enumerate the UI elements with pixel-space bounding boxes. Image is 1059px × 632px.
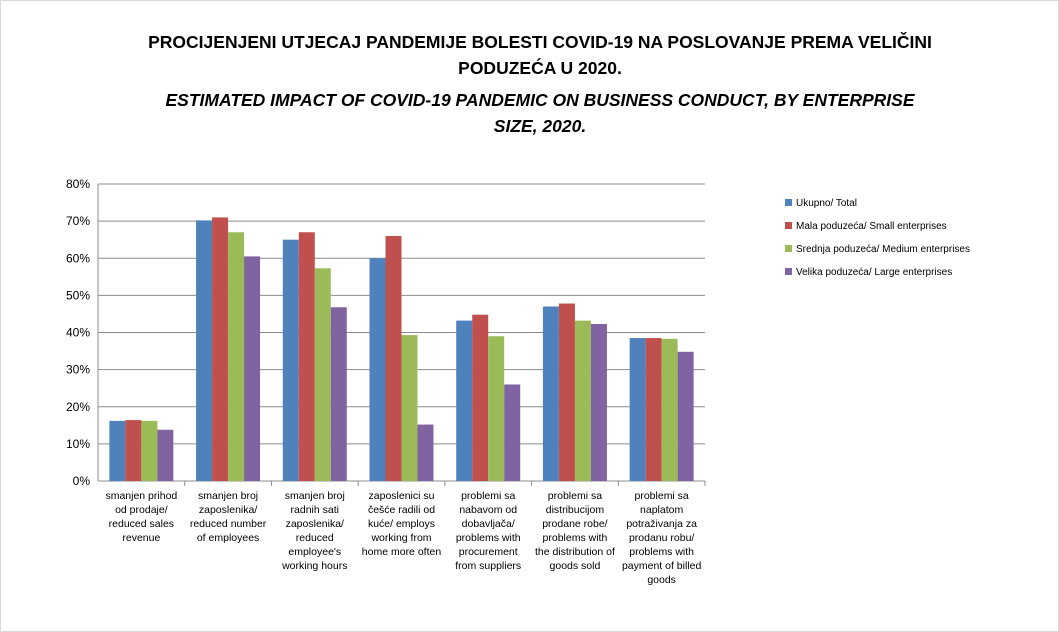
text-line: naplatom	[640, 504, 683, 516]
bar	[244, 256, 261, 481]
text-line: problemi sa	[548, 490, 602, 502]
bar	[314, 268, 331, 481]
bar	[228, 232, 245, 481]
bar	[574, 320, 591, 481]
bar	[282, 239, 299, 481]
bar	[456, 320, 473, 481]
bar	[298, 232, 315, 481]
text-line: PROCIJENJENI UTJECAJ PANDEMIJE BOLESTI C…	[148, 31, 932, 52]
text-line: payment of billed	[622, 560, 702, 572]
text-line: of employees	[197, 532, 259, 544]
bar	[330, 307, 347, 481]
text-line: od prodaje/	[115, 504, 168, 516]
text-line: the distribution of	[535, 546, 615, 558]
text-line: problems with	[456, 532, 521, 544]
bar	[488, 336, 505, 481]
bar	[558, 303, 575, 481]
y-tick-label: 70%	[66, 214, 90, 228]
y-tick-label: 60%	[66, 251, 90, 265]
bar	[369, 258, 386, 481]
text-line: SIZE, 2020.	[494, 116, 586, 136]
text-line: zaposlenika/	[286, 518, 344, 530]
bar	[504, 384, 521, 481]
legend-label: Ukupno/ Total	[796, 198, 857, 209]
text-line: smanjen prihod	[105, 490, 177, 502]
y-tick-label: 50%	[66, 288, 90, 302]
text-line: problems with	[543, 532, 608, 544]
bar	[109, 420, 126, 481]
text-line: problemi sa	[635, 490, 689, 502]
text-line: revenue	[122, 532, 160, 544]
text-line: goods sold	[550, 560, 601, 572]
bar	[212, 217, 229, 481]
text-line: nabavom od	[459, 504, 517, 516]
x-tick-label: problemi sa naplatom potraživanja za prodan…	[622, 490, 702, 586]
bar	[385, 235, 402, 481]
text-line: employee's	[288, 546, 341, 558]
legend-label: Velika poduzeća/ Large enterprises	[796, 267, 952, 278]
chart-title: PROCIJENJENI UTJECAJ PANDEMIJE BOLESTI C…	[148, 31, 932, 78]
text-line: working hours	[281, 560, 347, 572]
text-line: procurement	[459, 546, 518, 558]
bar	[629, 338, 646, 481]
legend-label: Srednja poduzeća/ Medium enterprises	[796, 244, 970, 255]
text-line: potraživanja za	[626, 518, 697, 530]
text-line: češće radili od	[368, 504, 435, 516]
bar	[141, 420, 158, 481]
bar	[472, 314, 489, 481]
legend-label: Mala poduzeća/ Small enterprises	[796, 221, 947, 232]
x-tick-label: problemi sa nabavom od dobavljača/problems…	[455, 490, 521, 572]
y-tick-label: 0%	[73, 474, 91, 488]
legend-swatch	[785, 222, 792, 229]
text-line: reduced number	[190, 518, 267, 530]
text-line: smanjen broj	[198, 490, 258, 502]
text-line: from suppliers	[455, 560, 521, 572]
bar	[661, 338, 678, 481]
text-line: radnih sati	[291, 504, 339, 516]
legend-swatch	[785, 199, 792, 206]
bar	[677, 351, 694, 481]
text-line: reduced	[296, 532, 334, 544]
text-line: problems with	[629, 546, 694, 558]
x-tick-label: smanjen broj radnih sati zaposlenika/reduc…	[281, 490, 347, 572]
y-tick-label: 10%	[66, 437, 90, 451]
bar	[417, 424, 434, 481]
text-line: goods	[647, 574, 676, 586]
text-line: problemi sa	[461, 490, 515, 502]
y-tick-label: 40%	[66, 326, 90, 340]
y-tick-label: 20%	[66, 400, 90, 414]
legend-swatch	[785, 245, 792, 252]
x-tick-label: smanjen broj zaposlenika/reduced number of…	[190, 490, 267, 544]
text-line: ESTIMATED IMPACT OF COVID-19 PANDEMIC ON…	[166, 90, 916, 110]
text-line: zaposlenika/	[199, 504, 257, 516]
text-line: smanjen broj	[285, 490, 345, 502]
legend-swatch	[785, 268, 792, 275]
text-line: prodanu robu/	[629, 532, 694, 544]
y-tick-label: 30%	[66, 363, 90, 377]
bar	[157, 429, 174, 481]
bar	[196, 220, 213, 481]
bar	[590, 323, 607, 481]
text-line: home more often	[362, 546, 442, 558]
text-line: working from	[370, 532, 431, 544]
x-tick-label: zaposlenici su češće radili od kuće/ emplo…	[362, 490, 442, 558]
y-tick-label: 80%	[66, 177, 90, 191]
chart-subtitle: ESTIMATED IMPACT OF COVID-19 PANDEMIC ON…	[166, 90, 916, 136]
text-line: prodane robe/	[542, 518, 607, 530]
bar	[645, 338, 662, 481]
text-line: zaposlenici su	[369, 490, 435, 502]
text-line: distribucijom	[546, 504, 605, 516]
bar	[542, 306, 559, 481]
bar	[401, 335, 418, 481]
text-line: PODUZEĆA U 2020.	[458, 57, 622, 78]
x-tick-label: smanjen prihod od prodaje/reduced sales re…	[105, 490, 177, 544]
bar	[125, 420, 142, 481]
text-line: kuće/ employs	[368, 518, 435, 530]
text-line: dobavljača/	[462, 518, 515, 530]
x-tick-label: problemi sa distribucijom prodane robe/pro…	[535, 490, 615, 572]
text-line: reduced sales	[109, 518, 174, 530]
